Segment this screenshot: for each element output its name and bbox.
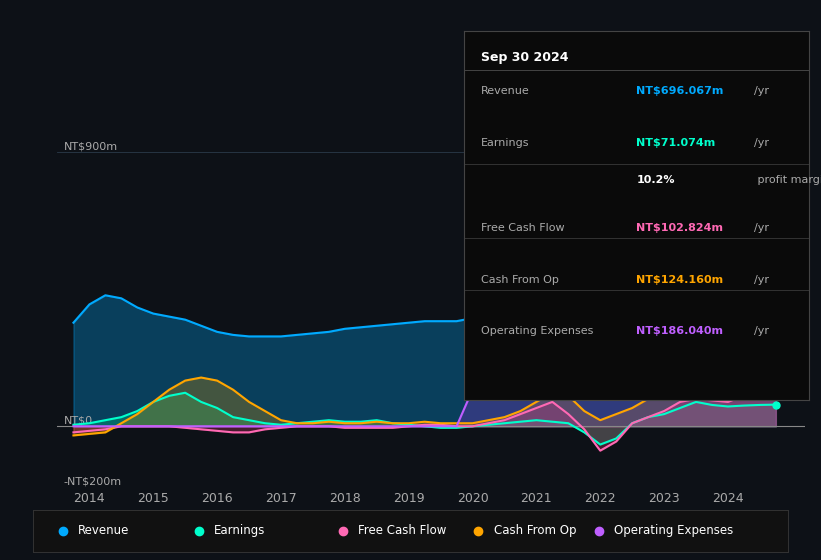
Text: NT$900m: NT$900m [64,142,118,152]
Text: Sep 30 2024: Sep 30 2024 [481,51,569,64]
Text: profit margin: profit margin [754,175,821,185]
Text: Earnings: Earnings [214,524,265,537]
Text: NT$186.040m: NT$186.040m [636,326,723,337]
Text: NT$71.074m: NT$71.074m [636,138,716,148]
Text: 10.2%: 10.2% [636,175,675,185]
Text: Operating Expenses: Operating Expenses [481,326,594,337]
Text: Cash From Op: Cash From Op [481,275,559,284]
Text: Operating Expenses: Operating Expenses [614,524,734,537]
Text: Revenue: Revenue [78,524,130,537]
Text: Cash From Op: Cash From Op [493,524,576,537]
Text: Revenue: Revenue [481,86,530,96]
Text: /yr: /yr [754,326,768,337]
Text: /yr: /yr [754,138,768,148]
Text: Earnings: Earnings [481,138,530,148]
Text: NT$0: NT$0 [64,416,93,426]
Text: NT$124.160m: NT$124.160m [636,275,723,284]
Text: NT$696.067m: NT$696.067m [636,86,723,96]
Text: /yr: /yr [754,223,768,233]
Text: /yr: /yr [754,86,768,96]
Text: /yr: /yr [754,275,768,284]
Text: Free Cash Flow: Free Cash Flow [358,524,446,537]
Text: Free Cash Flow: Free Cash Flow [481,223,565,233]
Text: NT$102.824m: NT$102.824m [636,223,723,233]
Text: -NT$200m: -NT$200m [64,477,122,487]
